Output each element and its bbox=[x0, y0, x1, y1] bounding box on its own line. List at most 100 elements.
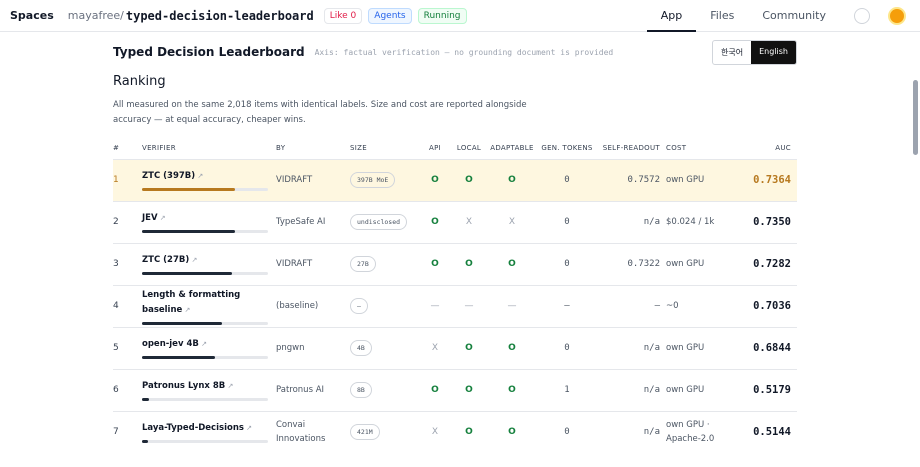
adaptable-cell: X bbox=[488, 200, 536, 243]
api: O bbox=[431, 217, 439, 227]
score-track bbox=[142, 398, 268, 401]
by: Convai Innovations bbox=[276, 410, 350, 453]
gen-tokens: 0 bbox=[536, 242, 598, 285]
column-header: SELF-READOUT bbox=[602, 143, 660, 152]
auc: 0.7364 bbox=[742, 158, 797, 201]
cost: own GPU bbox=[666, 368, 742, 411]
verifier-name[interactable]: open-jev 4B bbox=[142, 337, 276, 352]
size-cell: — bbox=[350, 284, 420, 327]
self-readout: 0.7572 bbox=[598, 158, 666, 201]
score-bar bbox=[142, 440, 148, 444]
nav-tab[interactable]: Community bbox=[762, 9, 826, 22]
verifier-name[interactable]: Patronus Lynx 8B bbox=[142, 379, 276, 394]
leaderboard-table: # VERIFIER BY SIZE API LOCAL ADAPTABLE GEN. TOK… bbox=[113, 137, 797, 453]
api: — bbox=[430, 301, 440, 311]
gen-tokens: 0 bbox=[536, 200, 598, 243]
brand[interactable]: Spaces bbox=[10, 9, 54, 22]
menu-button[interactable] bbox=[854, 8, 870, 24]
verifier-name[interactable]: Length & formatting baseline bbox=[142, 288, 276, 318]
language-option[interactable]: 한국어 bbox=[721, 47, 744, 57]
score-bar bbox=[142, 188, 236, 191]
local-cell: X bbox=[450, 200, 488, 243]
api-cell: O bbox=[420, 368, 450, 411]
column-header: ADAPTABLE bbox=[490, 143, 534, 152]
auc: 0.6844 bbox=[742, 326, 797, 369]
column-header: AUC bbox=[775, 143, 791, 152]
rank: 7 bbox=[113, 410, 142, 453]
self-readout: n/a bbox=[598, 368, 666, 411]
nav: App Files Community bbox=[646, 0, 840, 32]
verifier-cell: open-jev 4B bbox=[142, 326, 276, 369]
avatar[interactable] bbox=[888, 7, 906, 25]
size-cell: 4B bbox=[350, 326, 420, 369]
local-cell: — bbox=[450, 284, 488, 327]
verifier-name[interactable]: JEV bbox=[142, 211, 276, 226]
verifier-cell: Length & formatting baseline bbox=[142, 284, 276, 327]
size-pill: 4B bbox=[350, 340, 372, 356]
like-button[interactable]: Like 0 bbox=[323, 7, 363, 24]
score-bar bbox=[142, 398, 150, 401]
gen-tokens: 1 bbox=[536, 368, 598, 411]
auc: 0.7036 bbox=[742, 284, 797, 327]
adaptable: O bbox=[508, 259, 516, 269]
verifier-name[interactable]: ZTC (397B) bbox=[142, 169, 276, 184]
rank: 4 bbox=[113, 284, 142, 327]
by: TypeSafe AI bbox=[276, 200, 350, 243]
column-header: GEN. TOKENS bbox=[541, 143, 593, 152]
scrollbar[interactable] bbox=[913, 80, 918, 155]
adaptable-cell: O bbox=[488, 410, 536, 453]
rank: 6 bbox=[113, 368, 142, 411]
verifier-name[interactable]: ZTC (27B) bbox=[142, 253, 276, 268]
column-header: BY bbox=[276, 143, 286, 152]
repo-name[interactable]: typed-decision-leaderboard bbox=[125, 8, 314, 23]
owner[interactable]: mayafree bbox=[67, 9, 121, 22]
auc: 0.7350 bbox=[742, 200, 797, 243]
adaptable-cell: O bbox=[488, 158, 536, 201]
header-row: # VERIFIER BY SIZE API LOCAL ADAPTABLE GEN. TOK… bbox=[113, 137, 797, 159]
size-pill: — bbox=[350, 298, 368, 314]
column-header: # bbox=[113, 143, 120, 152]
local: — bbox=[464, 301, 474, 311]
score-bar bbox=[142, 230, 235, 233]
status-badge: Running bbox=[417, 7, 467, 24]
api: X bbox=[431, 427, 439, 438]
by: (baseline) bbox=[276, 284, 350, 327]
cost: own GPU bbox=[666, 242, 742, 285]
column-header: COST bbox=[666, 143, 687, 152]
gen-tokens: — bbox=[536, 284, 598, 327]
top-bar: Spaces mayafree / typed-decision-leaderb… bbox=[0, 0, 920, 32]
size-cell: 421M bbox=[350, 410, 420, 453]
api: O bbox=[431, 385, 439, 395]
local-cell: O bbox=[450, 368, 488, 411]
app-title: Typed Decision Leaderboard bbox=[113, 45, 305, 59]
api-cell: O bbox=[420, 242, 450, 285]
verifier-name[interactable]: Laya-Typed-Decisions bbox=[142, 421, 276, 436]
subheader: Typed Decision Leaderboard Axis: factual… bbox=[113, 39, 797, 65]
column-header: API bbox=[429, 143, 441, 152]
local: X bbox=[465, 217, 473, 227]
nav-tab[interactable]: App bbox=[646, 0, 697, 32]
nav-tab[interactable]: Files bbox=[710, 9, 735, 22]
by: VIDRAFT bbox=[276, 242, 350, 285]
verifier-cell: Laya-Typed-Decisions bbox=[142, 410, 276, 453]
score-track bbox=[142, 356, 268, 359]
self-readout: 0.7322 bbox=[598, 242, 666, 285]
language-option[interactable]: English bbox=[751, 40, 796, 64]
rank: 5 bbox=[113, 326, 142, 369]
adaptable: O bbox=[508, 427, 516, 438]
by: Patronus AI bbox=[276, 368, 350, 411]
agents-button[interactable]: Agents bbox=[368, 7, 412, 24]
adaptable: O bbox=[508, 175, 516, 185]
column-header: LOCAL bbox=[456, 143, 482, 152]
size-pill: undisclosed bbox=[350, 214, 408, 230]
column-header: SIZE bbox=[350, 143, 367, 152]
cost: ~0 bbox=[666, 284, 742, 327]
adaptable: O bbox=[508, 343, 516, 353]
like-label: Like bbox=[329, 10, 348, 21]
axis-note: Axis: factual verification — no groundin… bbox=[314, 47, 614, 57]
score-track bbox=[142, 272, 268, 275]
